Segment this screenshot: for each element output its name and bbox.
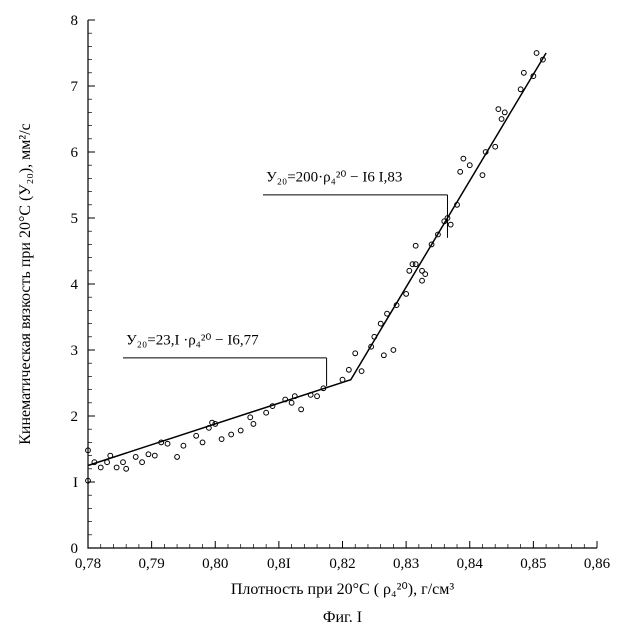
y-tick-label: 6 — [71, 145, 79, 161]
x-tick-label: 0,85 — [520, 556, 546, 572]
x-tick-label: 0,83 — [393, 556, 419, 572]
y-tick-label: 7 — [71, 79, 79, 95]
chart-bg — [0, 0, 625, 640]
equation-annotation-1: У₂₀=200·ρ₄²⁰ − I6 I,83 — [266, 170, 402, 186]
figure-caption: Фиг. I — [323, 609, 362, 626]
y-tick-label: 0 — [71, 541, 79, 557]
x-tick-label: 0,82 — [329, 556, 355, 572]
equation-annotation-0: У₂₀=23,I ·ρ₄²⁰ − I6,77 — [126, 333, 259, 349]
y-tick-label: 4 — [71, 277, 79, 293]
x-tick-label: 0,79 — [139, 556, 165, 572]
viscosity-vs-density-chart: 0,78 0,79 0,80 0,8I 0,82 0,83 0,84 0,85 0,86 0 I 2 3… — [0, 0, 625, 640]
y-axis-label: Кинематическая вязкость при 20°С (У₂₀), … — [17, 123, 34, 445]
y-tick-label: 3 — [71, 343, 79, 359]
y-tick-label: 8 — [71, 13, 79, 29]
y-tick-label: 2 — [71, 409, 79, 425]
x-tick-label: 0,84 — [457, 556, 484, 572]
x-tick-label: 0,78 — [75, 556, 101, 572]
x-tick-label: 0,8I — [267, 556, 291, 572]
x-axis-label: Плотность при 20°С ( ρ₄²⁰), г/см³ — [231, 581, 455, 598]
x-tick-label: 0,80 — [202, 556, 228, 572]
y-tick-label: I — [73, 475, 78, 491]
x-tick-label: 0,86 — [584, 556, 611, 572]
y-tick-label: 5 — [71, 211, 79, 227]
